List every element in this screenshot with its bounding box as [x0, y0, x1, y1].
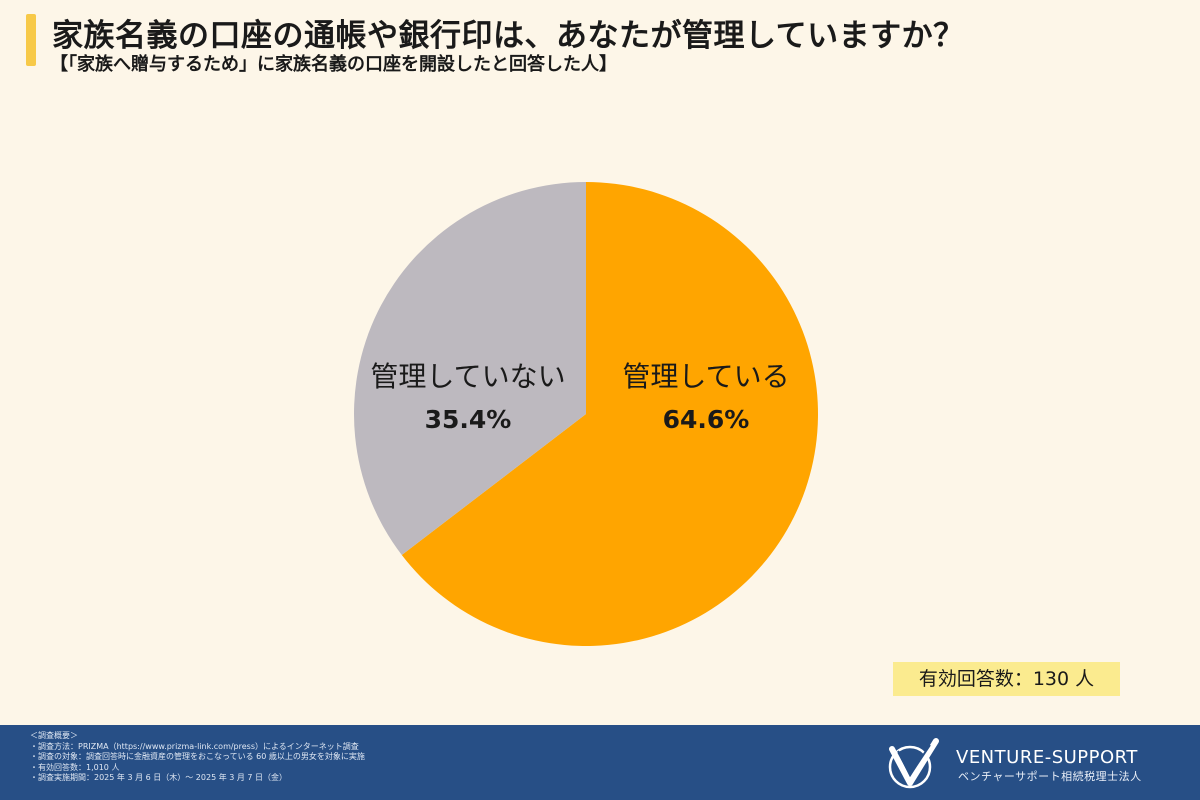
brand-subtitle: ベンチャーサポート相続税理士法人: [958, 770, 1142, 783]
survey-note-line: ＜調査概要＞: [30, 731, 78, 740]
respondent-count-badge: 有効回答数：130 人: [893, 662, 1120, 696]
survey-notes: ＜調査概要＞ ・調査方法：PRIZMA（https://www.prizma-l…: [30, 731, 365, 784]
page-subtitle: 【「家族へ贈与するため」に家族名義の口座を開設したと回答した人】: [50, 54, 617, 75]
survey-note-line: ・調査方法：PRIZMA（https://www.prizma-link.com…: [30, 741, 359, 751]
brand-name: VENTURE-SUPPORT: [956, 747, 1138, 768]
survey-note-line: ・調査の対象：調査回答時に金融資産の管理をおこなっている 60 歳以上の男女を対…: [30, 752, 365, 761]
pie-slice-value-label: 35.4%: [425, 405, 512, 434]
title-accent-bar: [26, 14, 36, 66]
pie-slice-label: 管理していない: [370, 360, 565, 393]
survey-note-line: ・有効回答数：1,010 人: [30, 762, 120, 772]
pie-chart: 管理している 64.6% 管理していない 35.4%: [353, 182, 818, 646]
venture-support-logo-icon: [888, 738, 939, 789]
survey-note-line: ・調査実施期間：2025 年 3 月 6 日（木）～ 2025 年 3 月 7 …: [30, 773, 288, 782]
footer-bar: ＜調査概要＞ ・調査方法：PRIZMA（https://www.prizma-l…: [0, 725, 1200, 800]
pie-slice: [401, 182, 818, 646]
pie-slice: [353, 182, 586, 556]
pie-slice-value-label: 64.6%: [663, 405, 750, 434]
page-title: 家族名義の口座の通帳や銀行印は、あなたが管理していますか？: [52, 18, 965, 54]
pie-slice-label: 管理している: [622, 360, 789, 393]
